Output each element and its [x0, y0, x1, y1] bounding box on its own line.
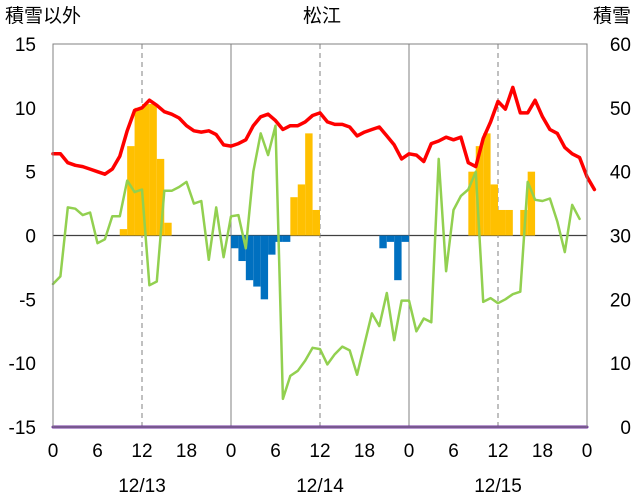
bar	[260, 235, 269, 300]
bar	[245, 235, 254, 281]
bar	[156, 158, 165, 236]
y-left-tick-label: -10	[9, 354, 36, 375]
bar	[149, 104, 157, 236]
y-left-tick-label: -15	[9, 418, 36, 439]
x-tick-label: 6	[92, 441, 103, 462]
x-tick-label: 12	[309, 441, 330, 462]
x-tick-label: 6	[270, 441, 281, 462]
bar	[505, 209, 513, 236]
x-tick-label: 18	[176, 441, 197, 462]
x-tick-label: 0	[582, 441, 593, 462]
bar	[394, 235, 402, 281]
y-left-tick-label: 5	[25, 163, 36, 184]
y-left-tick-label: 0	[25, 227, 36, 248]
date-label: 12/14	[296, 476, 344, 497]
x-tick-label: 0	[404, 441, 415, 462]
bars-layer	[119, 104, 536, 300]
bar	[483, 133, 491, 236]
bar	[498, 209, 506, 236]
bar	[527, 171, 536, 236]
y-right-tick-label: 40	[610, 163, 631, 184]
y-left-tick-label: -5	[19, 290, 36, 311]
bar	[386, 235, 395, 242]
bar	[282, 235, 291, 242]
plot-frame	[52, 43, 588, 428]
bar	[268, 235, 276, 255]
y-right-tick-label: 50	[610, 99, 631, 120]
bar	[401, 235, 409, 242]
bar	[127, 146, 135, 236]
bar	[119, 229, 128, 236]
bar	[231, 235, 239, 249]
bar	[253, 235, 261, 287]
bar	[490, 184, 498, 236]
y-left-tick-label: 10	[15, 99, 36, 120]
date-label: 12/13	[118, 476, 166, 497]
bar	[142, 104, 150, 236]
y-right-tick-label: 30	[610, 227, 631, 248]
bar	[475, 146, 484, 236]
bar	[305, 133, 313, 236]
bar	[238, 235, 246, 262]
chart-title: 松江	[303, 5, 341, 27]
x-tick-label: 0	[48, 441, 59, 462]
y-axis-right-label: 積雪	[593, 5, 631, 27]
x-tick-label: 6	[448, 441, 459, 462]
date-labels: 12/13 12/14 12/15	[118, 476, 522, 497]
x-tick-label: 18	[532, 441, 553, 462]
date-label: 12/15	[474, 476, 522, 497]
bar	[164, 222, 172, 236]
y-left-tick-label: 15	[15, 35, 36, 56]
x-tick-label: 0	[226, 441, 237, 462]
y-right-tick-label: 20	[610, 290, 631, 311]
bar	[312, 209, 320, 236]
y-right-tick-label: 0	[620, 418, 631, 439]
bar	[468, 171, 476, 236]
y-right-tick-label: 10	[610, 354, 631, 375]
series-line-2	[51, 124, 581, 401]
x-tick-label: 12	[131, 441, 152, 462]
series-line-1	[51, 85, 597, 192]
y-axis-left-label: 積雪以外	[5, 5, 81, 27]
x-tick-label: 12	[487, 441, 508, 462]
bar	[134, 107, 142, 236]
y-right-tick-label: 60	[610, 35, 631, 56]
bar	[290, 197, 298, 236]
x-tick-label: 18	[354, 441, 375, 462]
bar	[297, 184, 306, 236]
lines-layer	[51, 85, 597, 429]
bar	[379, 235, 387, 249]
